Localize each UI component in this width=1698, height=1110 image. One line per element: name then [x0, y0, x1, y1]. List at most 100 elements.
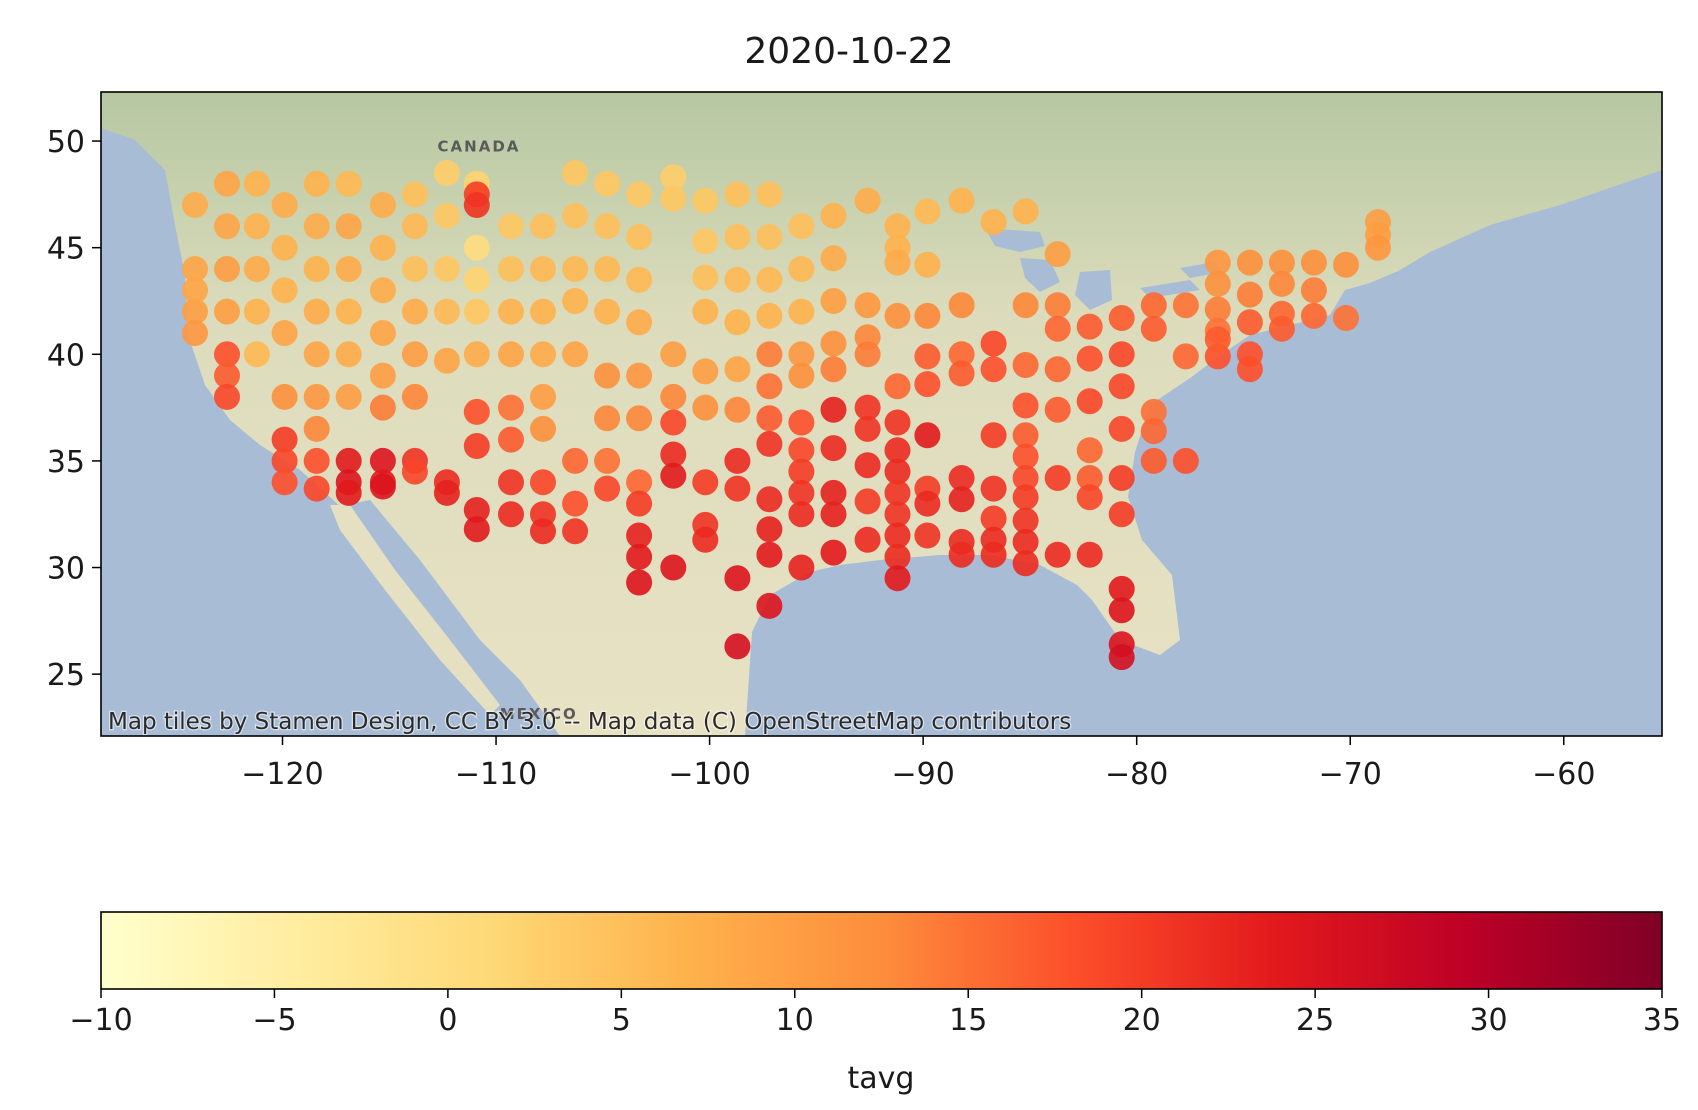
station-point [788, 409, 815, 436]
station-point [1076, 484, 1103, 511]
station-point [433, 160, 460, 186]
station-point [1076, 541, 1103, 568]
station-point [948, 187, 975, 214]
station-point [980, 209, 1007, 236]
station-point [980, 505, 1007, 532]
station-point [433, 298, 460, 325]
station-point [433, 479, 460, 506]
station-point [1012, 392, 1039, 419]
station-point [1204, 249, 1231, 276]
station-point [914, 490, 941, 517]
map-label-mexico: MEXICO [500, 705, 578, 723]
map-labels: CANADA MEXICO [438, 138, 578, 723]
station-point [1012, 422, 1039, 449]
station-point [335, 170, 362, 197]
station-point [498, 213, 524, 240]
station-point [1236, 356, 1263, 383]
station-point [594, 405, 621, 432]
station-point [692, 394, 719, 421]
station-point [1140, 447, 1167, 474]
station-point [335, 341, 362, 368]
station-point [980, 356, 1007, 383]
station-point [401, 181, 428, 208]
station-point [369, 277, 396, 304]
station-point [854, 394, 881, 421]
station-point [1268, 270, 1295, 297]
station-point [1076, 313, 1103, 340]
station-point [1108, 501, 1135, 528]
station-point [948, 541, 975, 568]
station-point [724, 633, 751, 660]
station-point [884, 409, 911, 436]
station-point [182, 320, 208, 346]
station-point [562, 202, 589, 229]
station-point [660, 341, 687, 368]
station-point [1044, 541, 1071, 568]
station-point [820, 539, 847, 566]
station-point [562, 256, 589, 282]
station-point [788, 501, 815, 528]
station-point [626, 490, 653, 517]
station-point [692, 228, 719, 255]
station-point [914, 198, 941, 225]
station-point [335, 479, 362, 506]
station-point [303, 170, 330, 197]
station-point [626, 362, 653, 389]
station-point [1108, 305, 1135, 331]
station-point [626, 522, 653, 549]
station-point [562, 288, 589, 314]
station-point [214, 362, 240, 389]
station-point [788, 362, 815, 389]
station-point [756, 430, 783, 457]
station-point [303, 475, 330, 502]
station-point [182, 298, 208, 325]
y-tick-label: 25 [47, 658, 85, 693]
station-point [214, 213, 240, 240]
station-point [724, 224, 751, 250]
station-point [914, 251, 941, 278]
station-point [692, 469, 719, 496]
station-point [884, 437, 911, 464]
station-point [1172, 447, 1199, 474]
station-point [854, 187, 881, 214]
station-point [369, 192, 396, 218]
colorbar-label: tavg [848, 1061, 915, 1096]
station-point [182, 277, 208, 304]
station-point [1268, 249, 1295, 276]
station-point [914, 371, 941, 398]
station-point [271, 192, 298, 218]
station-point [1140, 418, 1167, 445]
station-point [626, 405, 653, 432]
station-point [401, 256, 428, 282]
station-point [498, 469, 524, 496]
station-point [756, 266, 783, 293]
colorbar-tick-label: −10 [69, 1003, 132, 1038]
station-point [369, 447, 396, 474]
x-tick-label: −80 [1105, 757, 1168, 792]
station-point [724, 447, 751, 474]
station-point [433, 347, 460, 374]
station-point [884, 565, 911, 592]
station-point [243, 298, 270, 325]
station-point [498, 426, 524, 453]
station-point [724, 475, 751, 502]
station-point [369, 394, 396, 421]
station-point [530, 415, 556, 442]
station-point [1044, 241, 1071, 268]
station-point [854, 526, 881, 553]
station-point [884, 213, 911, 240]
station-point [884, 373, 911, 400]
station-point [463, 398, 490, 425]
map-baja [330, 505, 500, 715]
station-point [1300, 249, 1327, 276]
station-point [660, 441, 687, 468]
station-point [626, 266, 653, 293]
station-point [335, 383, 362, 410]
station-point [498, 394, 524, 421]
station-point [626, 224, 653, 250]
station-point [1108, 373, 1135, 400]
station-point [1108, 575, 1135, 602]
station-point [884, 522, 911, 549]
